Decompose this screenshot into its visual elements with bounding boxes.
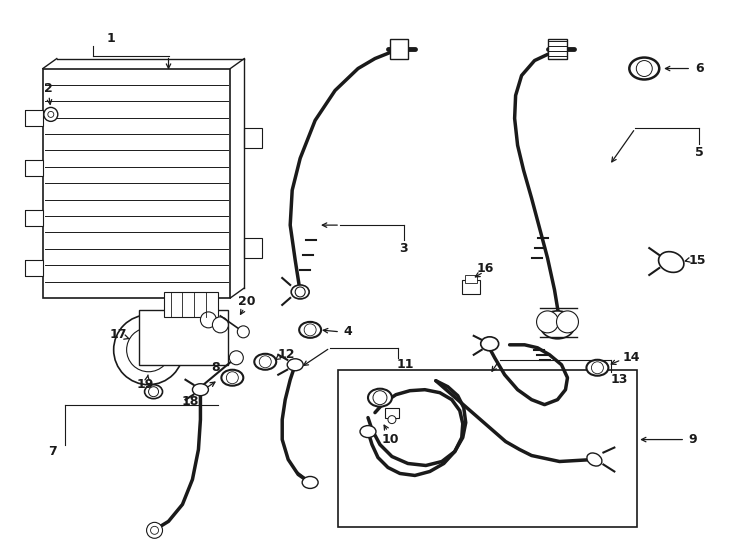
- Ellipse shape: [587, 453, 602, 466]
- Ellipse shape: [254, 354, 276, 370]
- Text: 11: 11: [396, 358, 414, 372]
- Text: 2: 2: [45, 82, 53, 95]
- Bar: [548, 38, 567, 58]
- Bar: [390, 38, 408, 58]
- Circle shape: [44, 107, 58, 122]
- Ellipse shape: [629, 58, 659, 79]
- Text: 16: 16: [477, 261, 495, 274]
- Circle shape: [237, 326, 250, 338]
- Bar: [385, 408, 399, 417]
- Bar: [462, 280, 480, 294]
- Ellipse shape: [302, 476, 318, 489]
- Bar: [25, 160, 43, 176]
- Bar: [25, 210, 43, 226]
- Circle shape: [295, 287, 305, 297]
- Ellipse shape: [192, 384, 208, 396]
- Bar: [25, 260, 43, 276]
- Circle shape: [200, 312, 217, 328]
- Bar: [465, 275, 476, 283]
- Ellipse shape: [299, 322, 321, 338]
- Text: 8: 8: [211, 361, 219, 374]
- Ellipse shape: [291, 285, 309, 299]
- Text: 10: 10: [381, 433, 399, 446]
- Ellipse shape: [222, 370, 243, 386]
- Circle shape: [127, 328, 170, 372]
- Text: 13: 13: [611, 373, 628, 386]
- Ellipse shape: [586, 360, 608, 376]
- Circle shape: [212, 317, 228, 333]
- Circle shape: [147, 522, 162, 538]
- Circle shape: [48, 111, 54, 117]
- Bar: [25, 110, 43, 126]
- Text: 17: 17: [110, 328, 128, 341]
- Text: 14: 14: [622, 352, 640, 365]
- Text: 4: 4: [344, 325, 352, 339]
- Ellipse shape: [368, 389, 392, 407]
- Text: 5: 5: [695, 146, 703, 159]
- Text: 12: 12: [277, 348, 295, 361]
- Bar: [244, 129, 262, 148]
- Text: 19: 19: [137, 378, 154, 391]
- Circle shape: [388, 416, 396, 423]
- Bar: [139, 310, 228, 364]
- Bar: [43, 69, 230, 298]
- Ellipse shape: [481, 337, 498, 351]
- Ellipse shape: [540, 311, 575, 339]
- Circle shape: [114, 315, 184, 384]
- Circle shape: [229, 351, 243, 364]
- Bar: [244, 238, 262, 258]
- Text: 9: 9: [688, 433, 697, 446]
- Ellipse shape: [360, 426, 376, 437]
- Text: 3: 3: [399, 241, 408, 254]
- Circle shape: [556, 311, 578, 333]
- Text: 6: 6: [695, 62, 703, 75]
- Circle shape: [141, 342, 156, 358]
- Text: 15: 15: [688, 253, 706, 267]
- Text: 18: 18: [182, 395, 199, 408]
- Circle shape: [150, 526, 159, 534]
- Bar: [338, 370, 637, 528]
- Ellipse shape: [145, 384, 162, 399]
- Ellipse shape: [287, 359, 303, 371]
- Circle shape: [148, 387, 159, 397]
- Text: 7: 7: [48, 445, 57, 458]
- Ellipse shape: [658, 252, 684, 272]
- Text: 1: 1: [106, 32, 115, 45]
- Text: 20: 20: [238, 295, 255, 308]
- Bar: [164, 292, 219, 317]
- Circle shape: [537, 311, 559, 333]
